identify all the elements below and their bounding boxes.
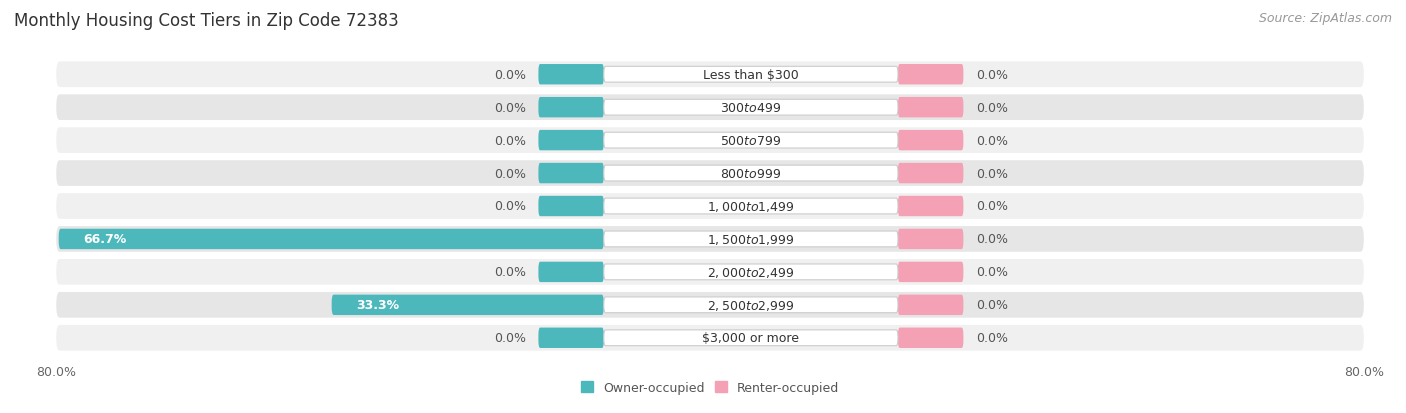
FancyBboxPatch shape <box>56 325 1364 351</box>
Text: 0.0%: 0.0% <box>494 102 526 114</box>
FancyBboxPatch shape <box>603 166 898 182</box>
Text: $500 to $799: $500 to $799 <box>720 134 782 147</box>
FancyBboxPatch shape <box>56 161 1364 186</box>
FancyBboxPatch shape <box>538 262 603 282</box>
Text: Less than $300: Less than $300 <box>703 69 799 81</box>
Text: $3,000 or more: $3,000 or more <box>703 332 800 344</box>
Text: $1,500 to $1,999: $1,500 to $1,999 <box>707 233 794 246</box>
Text: 0.0%: 0.0% <box>976 69 1008 81</box>
FancyBboxPatch shape <box>603 297 898 313</box>
FancyBboxPatch shape <box>898 328 963 348</box>
Text: $1,000 to $1,499: $1,000 to $1,499 <box>707 199 794 214</box>
FancyBboxPatch shape <box>56 95 1364 121</box>
FancyBboxPatch shape <box>538 196 603 217</box>
FancyBboxPatch shape <box>898 229 963 249</box>
FancyBboxPatch shape <box>898 65 963 85</box>
Text: $800 to $999: $800 to $999 <box>720 167 782 180</box>
FancyBboxPatch shape <box>538 65 603 85</box>
FancyBboxPatch shape <box>56 62 1364 88</box>
FancyBboxPatch shape <box>603 330 898 346</box>
Text: 66.7%: 66.7% <box>83 233 127 246</box>
Text: $300 to $499: $300 to $499 <box>720 102 782 114</box>
Text: 0.0%: 0.0% <box>976 233 1008 246</box>
Text: 0.0%: 0.0% <box>976 167 1008 180</box>
FancyBboxPatch shape <box>56 194 1364 219</box>
Legend: Owner-occupied, Renter-occupied: Owner-occupied, Renter-occupied <box>575 376 845 399</box>
Text: 0.0%: 0.0% <box>494 69 526 81</box>
FancyBboxPatch shape <box>603 231 898 247</box>
FancyBboxPatch shape <box>56 259 1364 285</box>
Text: Source: ZipAtlas.com: Source: ZipAtlas.com <box>1258 12 1392 25</box>
FancyBboxPatch shape <box>59 229 603 249</box>
Text: 0.0%: 0.0% <box>494 266 526 279</box>
FancyBboxPatch shape <box>56 128 1364 154</box>
Text: Monthly Housing Cost Tiers in Zip Code 72383: Monthly Housing Cost Tiers in Zip Code 7… <box>14 12 399 30</box>
Text: 0.0%: 0.0% <box>976 200 1008 213</box>
FancyBboxPatch shape <box>603 100 898 116</box>
FancyBboxPatch shape <box>898 196 963 217</box>
Text: 0.0%: 0.0% <box>494 134 526 147</box>
Text: 0.0%: 0.0% <box>494 167 526 180</box>
Text: $2,000 to $2,499: $2,000 to $2,499 <box>707 265 794 279</box>
Text: 0.0%: 0.0% <box>494 200 526 213</box>
Text: 0.0%: 0.0% <box>494 332 526 344</box>
FancyBboxPatch shape <box>332 295 603 315</box>
Text: 0.0%: 0.0% <box>976 134 1008 147</box>
FancyBboxPatch shape <box>56 292 1364 318</box>
FancyBboxPatch shape <box>538 131 603 151</box>
Text: 0.0%: 0.0% <box>976 299 1008 311</box>
FancyBboxPatch shape <box>538 164 603 184</box>
FancyBboxPatch shape <box>898 98 963 118</box>
FancyBboxPatch shape <box>898 164 963 184</box>
Text: 0.0%: 0.0% <box>976 102 1008 114</box>
FancyBboxPatch shape <box>898 262 963 282</box>
Text: 0.0%: 0.0% <box>976 266 1008 279</box>
FancyBboxPatch shape <box>56 227 1364 252</box>
FancyBboxPatch shape <box>603 264 898 280</box>
FancyBboxPatch shape <box>538 98 603 118</box>
FancyBboxPatch shape <box>898 131 963 151</box>
FancyBboxPatch shape <box>603 133 898 149</box>
FancyBboxPatch shape <box>603 67 898 83</box>
Text: 33.3%: 33.3% <box>356 299 399 311</box>
Text: 0.0%: 0.0% <box>976 332 1008 344</box>
FancyBboxPatch shape <box>538 328 603 348</box>
FancyBboxPatch shape <box>603 199 898 214</box>
FancyBboxPatch shape <box>898 295 963 315</box>
Text: $2,500 to $2,999: $2,500 to $2,999 <box>707 298 794 312</box>
